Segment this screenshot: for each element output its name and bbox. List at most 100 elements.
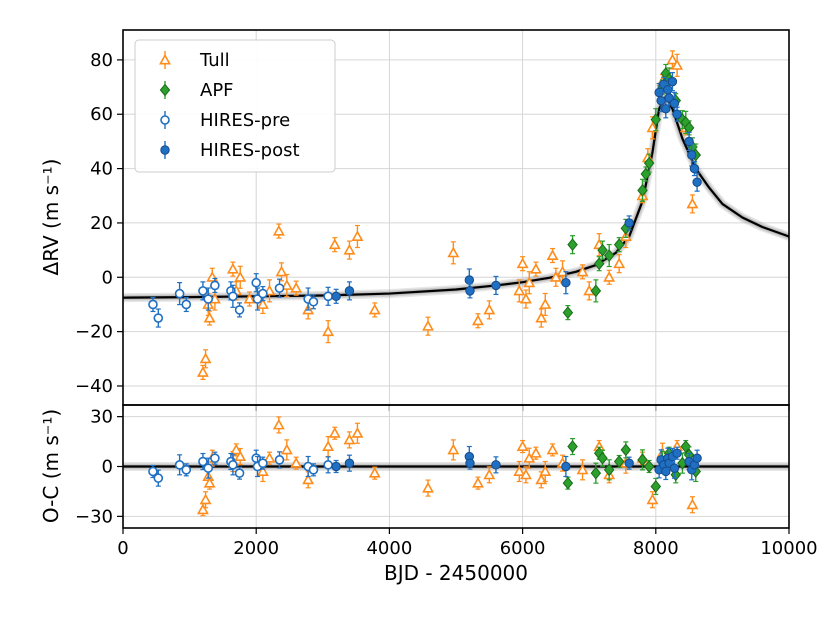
rv-hires-post-marker-11 [663, 85, 673, 95]
residual-tull-marker-14 [322, 440, 335, 452]
rv-hires-pre-marker-0 [148, 299, 158, 310]
residual-tull-marker-37 [646, 493, 659, 505]
residual-tull-marker-15 [328, 427, 341, 438]
legend-marker-3 [160, 145, 170, 155]
residual-hires-pre-marker-4 [198, 456, 208, 467]
residual-apf-marker-7 [620, 443, 632, 457]
rv-hires-pre-marker-8 [228, 291, 238, 302]
rv-tull-marker-26 [513, 284, 526, 296]
rv-apf-marker-11 [650, 113, 662, 127]
residual-tull-marker-16 [343, 433, 356, 445]
rv-tull-marker-44 [646, 121, 659, 133]
residual-apf-marker-0 [562, 476, 574, 490]
residual-apf-marker-10 [650, 480, 662, 493]
residual-y-tick-label: 30 [90, 407, 113, 428]
residual-tull-marker-0 [196, 503, 209, 515]
residual-apf-marker-1 [567, 440, 578, 453]
residual-tull-marker-17 [351, 427, 364, 438]
residual-hires-pre-marker-0 [148, 466, 158, 477]
rv-tull-marker-17 [322, 325, 335, 337]
rv-y-tick-label: 80 [90, 50, 113, 71]
rv-hires-pre-marker-16 [323, 291, 333, 302]
rv-tull-marker-27 [516, 257, 529, 269]
residual-y-axis-label: O-C (m s⁻¹) [39, 409, 63, 523]
rv-hires-pre-marker-6 [210, 280, 220, 291]
residual-tull-marker-19 [422, 481, 434, 493]
rv-tull-marker-20 [351, 230, 364, 242]
rv-tull-marker-22 [422, 319, 434, 331]
residual-tull-marker-27 [529, 446, 542, 458]
rv-hires-post-marker-3 [465, 286, 475, 296]
rv-hires-pre-marker-4 [198, 286, 208, 296]
residual-hires-post-marker-3 [465, 458, 475, 468]
residual-hires-pre-marker-8 [228, 460, 238, 470]
rv-tull-marker-47 [671, 59, 684, 70]
rv-hires-pre-marker-5 [203, 294, 214, 304]
residual-tull-marker-7 [234, 450, 247, 462]
rv-apf-marker-1 [567, 238, 578, 252]
rv-apf-marker-4 [597, 243, 608, 257]
rv-hires-post-marker-17 [687, 150, 697, 160]
rv-tull-marker-12 [272, 224, 285, 236]
rv-apf-marker-8 [637, 183, 648, 197]
residual-tull-marker-20 [447, 443, 460, 455]
x-tick-label: 6000 [500, 538, 546, 559]
rv-axis-ticks: −40 −20 0 20 40 60 80 [75, 50, 790, 411]
rv-tull-marker-23 [447, 246, 460, 258]
residual-tull-marker-32 [576, 463, 589, 475]
rv-hires-post-marker-5 [561, 278, 571, 288]
rv-hires-pre-marker-10 [251, 277, 262, 288]
legend-marker-2 [160, 115, 170, 125]
legend: Tull APF HIRES-pre HIRES-post [134, 39, 336, 173]
rv-tull-marker-36 [576, 265, 589, 277]
residual-tull-marker-6 [230, 443, 243, 455]
rv-hires-pre-marker-13 [274, 283, 285, 293]
residual-hires-post-marker-0 [331, 461, 341, 472]
rv-tull-marker-49 [686, 197, 699, 209]
residual-hires-pre-marker-9 [234, 468, 245, 478]
rv-tull-marker-25 [483, 303, 496, 315]
residual-apf-marker-9 [643, 460, 655, 473]
rv-hires-pre-marker-15 [308, 296, 319, 307]
residual-hires-post-marker-14 [669, 463, 680, 473]
rv-hires-post-marker-10 [661, 104, 671, 114]
rv-y-tick-label: 20 [90, 213, 113, 234]
residual-hires-pre-marker-5 [203, 463, 214, 473]
rv-hires-post-marker-6 [624, 218, 634, 228]
residual-apf-marker-4 [597, 451, 608, 465]
rv-tull-marker-15 [290, 281, 303, 293]
rv-hires-post-marker-19 [692, 177, 702, 187]
residual-tull-marker-29 [539, 465, 552, 476]
residual-hires-pre-marker-15 [308, 465, 319, 475]
rv-tull-marker-8 [234, 271, 247, 282]
rv-tull-marker-30 [529, 262, 542, 274]
residual-tull-marker-40 [686, 498, 699, 510]
residual-tull-marker-22 [483, 468, 496, 480]
residual-tull-marker-1 [199, 493, 212, 505]
rv-tull-marker-14 [280, 279, 293, 290]
rv-tull-marker-34 [549, 271, 562, 282]
rv-y-axis-label: ΔRV (m s⁻¹) [39, 159, 63, 276]
rv-tull-marker-6 [226, 262, 239, 274]
x-tick-label: 0 [117, 538, 128, 559]
rv-tull-marker-9 [243, 292, 256, 304]
legend-label: APF [200, 80, 234, 101]
rv-tull-marker-0 [196, 366, 209, 377]
legend-label: HIRES-pre [200, 110, 290, 131]
residual-apf-marker-15 [680, 440, 692, 453]
legend-marker-1 [159, 83, 171, 97]
rv-tull-marker-39 [603, 271, 616, 282]
legend-box [134, 39, 336, 173]
residual-apf-marker-6 [613, 455, 625, 468]
x-tick-label: 8000 [633, 538, 679, 559]
legend-label: Tull [199, 50, 230, 71]
residual-tull-marker-12 [290, 456, 303, 468]
rv-hires-post-marker-15 [672, 109, 682, 119]
rv-hires-post-marker-1 [344, 286, 355, 296]
rv-tull-marker-32 [539, 298, 552, 309]
rv-tull-marker-3 [203, 311, 216, 323]
rv-apf-marker-6 [613, 238, 625, 252]
rv-hires-pre-marker-2 [174, 288, 185, 299]
rv-tull-marker-1 [199, 352, 212, 364]
